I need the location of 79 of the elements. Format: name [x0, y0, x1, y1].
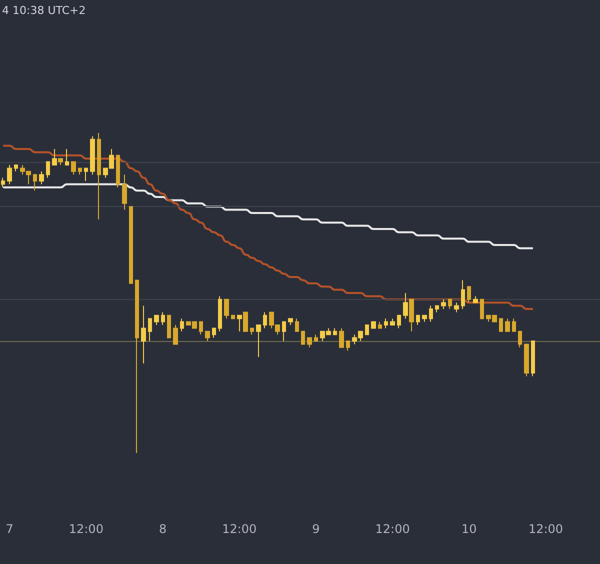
candlestick	[282, 321, 286, 342]
x-tick-label: 12:00	[222, 522, 257, 536]
candlestick	[512, 318, 516, 332]
candlestick	[256, 324, 261, 358]
x-tick-label: 8	[158, 522, 167, 536]
candlestick	[71, 161, 76, 176]
x-tick-label: 10	[462, 522, 477, 536]
candlestick	[148, 318, 152, 342]
candlestick	[288, 318, 293, 326]
candlestick	[212, 328, 216, 338]
candlestick	[180, 318, 184, 332]
candlestick	[161, 312, 165, 326]
x-tick-label: 12:00	[68, 522, 104, 536]
candlestick	[416, 314, 420, 326]
candlestick	[122, 174, 127, 210]
x-tick-label: 9	[312, 522, 320, 536]
text: 4 10:38 UTC+2	[2, 4, 86, 17]
candlestick	[441, 298, 446, 310]
candlestick	[116, 154, 120, 188]
candlestick	[531, 340, 535, 377]
candlestick	[314, 334, 318, 342]
candlestick	[403, 292, 408, 320]
candlestick	[524, 344, 529, 377]
x-tick-label: 12:00	[528, 522, 564, 536]
candlestick	[141, 305, 146, 364]
candlestick	[199, 321, 203, 336]
candlestick	[505, 318, 510, 332]
candlestick	[205, 330, 210, 342]
candlestick	[33, 174, 37, 192]
candlestick	[378, 321, 382, 329]
candlestick	[307, 337, 312, 348]
candlestick	[390, 318, 395, 326]
candlestick	[448, 298, 452, 310]
candlestick	[371, 321, 376, 329]
candlestick	[224, 298, 229, 320]
candlestick	[1, 177, 5, 188]
candlestick	[135, 280, 139, 454]
candlestick	[129, 206, 133, 284]
candlestick	[58, 158, 63, 166]
candlestick	[473, 296, 478, 304]
candlestick	[90, 136, 95, 176]
candlestick	[39, 170, 44, 185]
candlestick	[409, 298, 414, 332]
candlestick	[429, 305, 433, 322]
candlestick	[52, 148, 57, 166]
candlestick	[346, 340, 350, 352]
candlestick	[397, 314, 401, 329]
candlestick	[499, 318, 503, 332]
candlestick	[454, 302, 459, 313]
candlestick	[243, 312, 248, 332]
candlestick	[435, 305, 439, 313]
candlestick	[518, 330, 522, 348]
candlestick	[237, 314, 242, 332]
candlestick	[250, 328, 254, 336]
candlestick	[231, 314, 235, 320]
x-tick-label: 12:00	[375, 522, 410, 536]
candlestick	[333, 328, 337, 336]
candlestick	[97, 132, 101, 220]
candlestick	[461, 280, 465, 310]
candlestick	[65, 148, 69, 166]
candlestick	[7, 164, 12, 185]
candlestick	[218, 296, 222, 332]
candlestick	[167, 314, 171, 338]
candlestick	[480, 298, 484, 320]
candlestick	[154, 314, 159, 326]
x-tick-label: 7	[6, 522, 14, 536]
candlestick	[173, 324, 178, 345]
candlestick	[263, 312, 267, 329]
candlestick	[422, 314, 427, 322]
candlestick	[78, 168, 82, 176]
candlestick	[14, 164, 18, 172]
candlestick	[467, 286, 471, 304]
candlestick	[46, 161, 50, 178]
candlestick	[365, 324, 369, 336]
candlestick	[384, 318, 388, 329]
candlestick	[301, 330, 305, 345]
candlestick	[295, 318, 299, 332]
candlestick	[84, 168, 88, 182]
candlestick	[339, 328, 344, 348]
